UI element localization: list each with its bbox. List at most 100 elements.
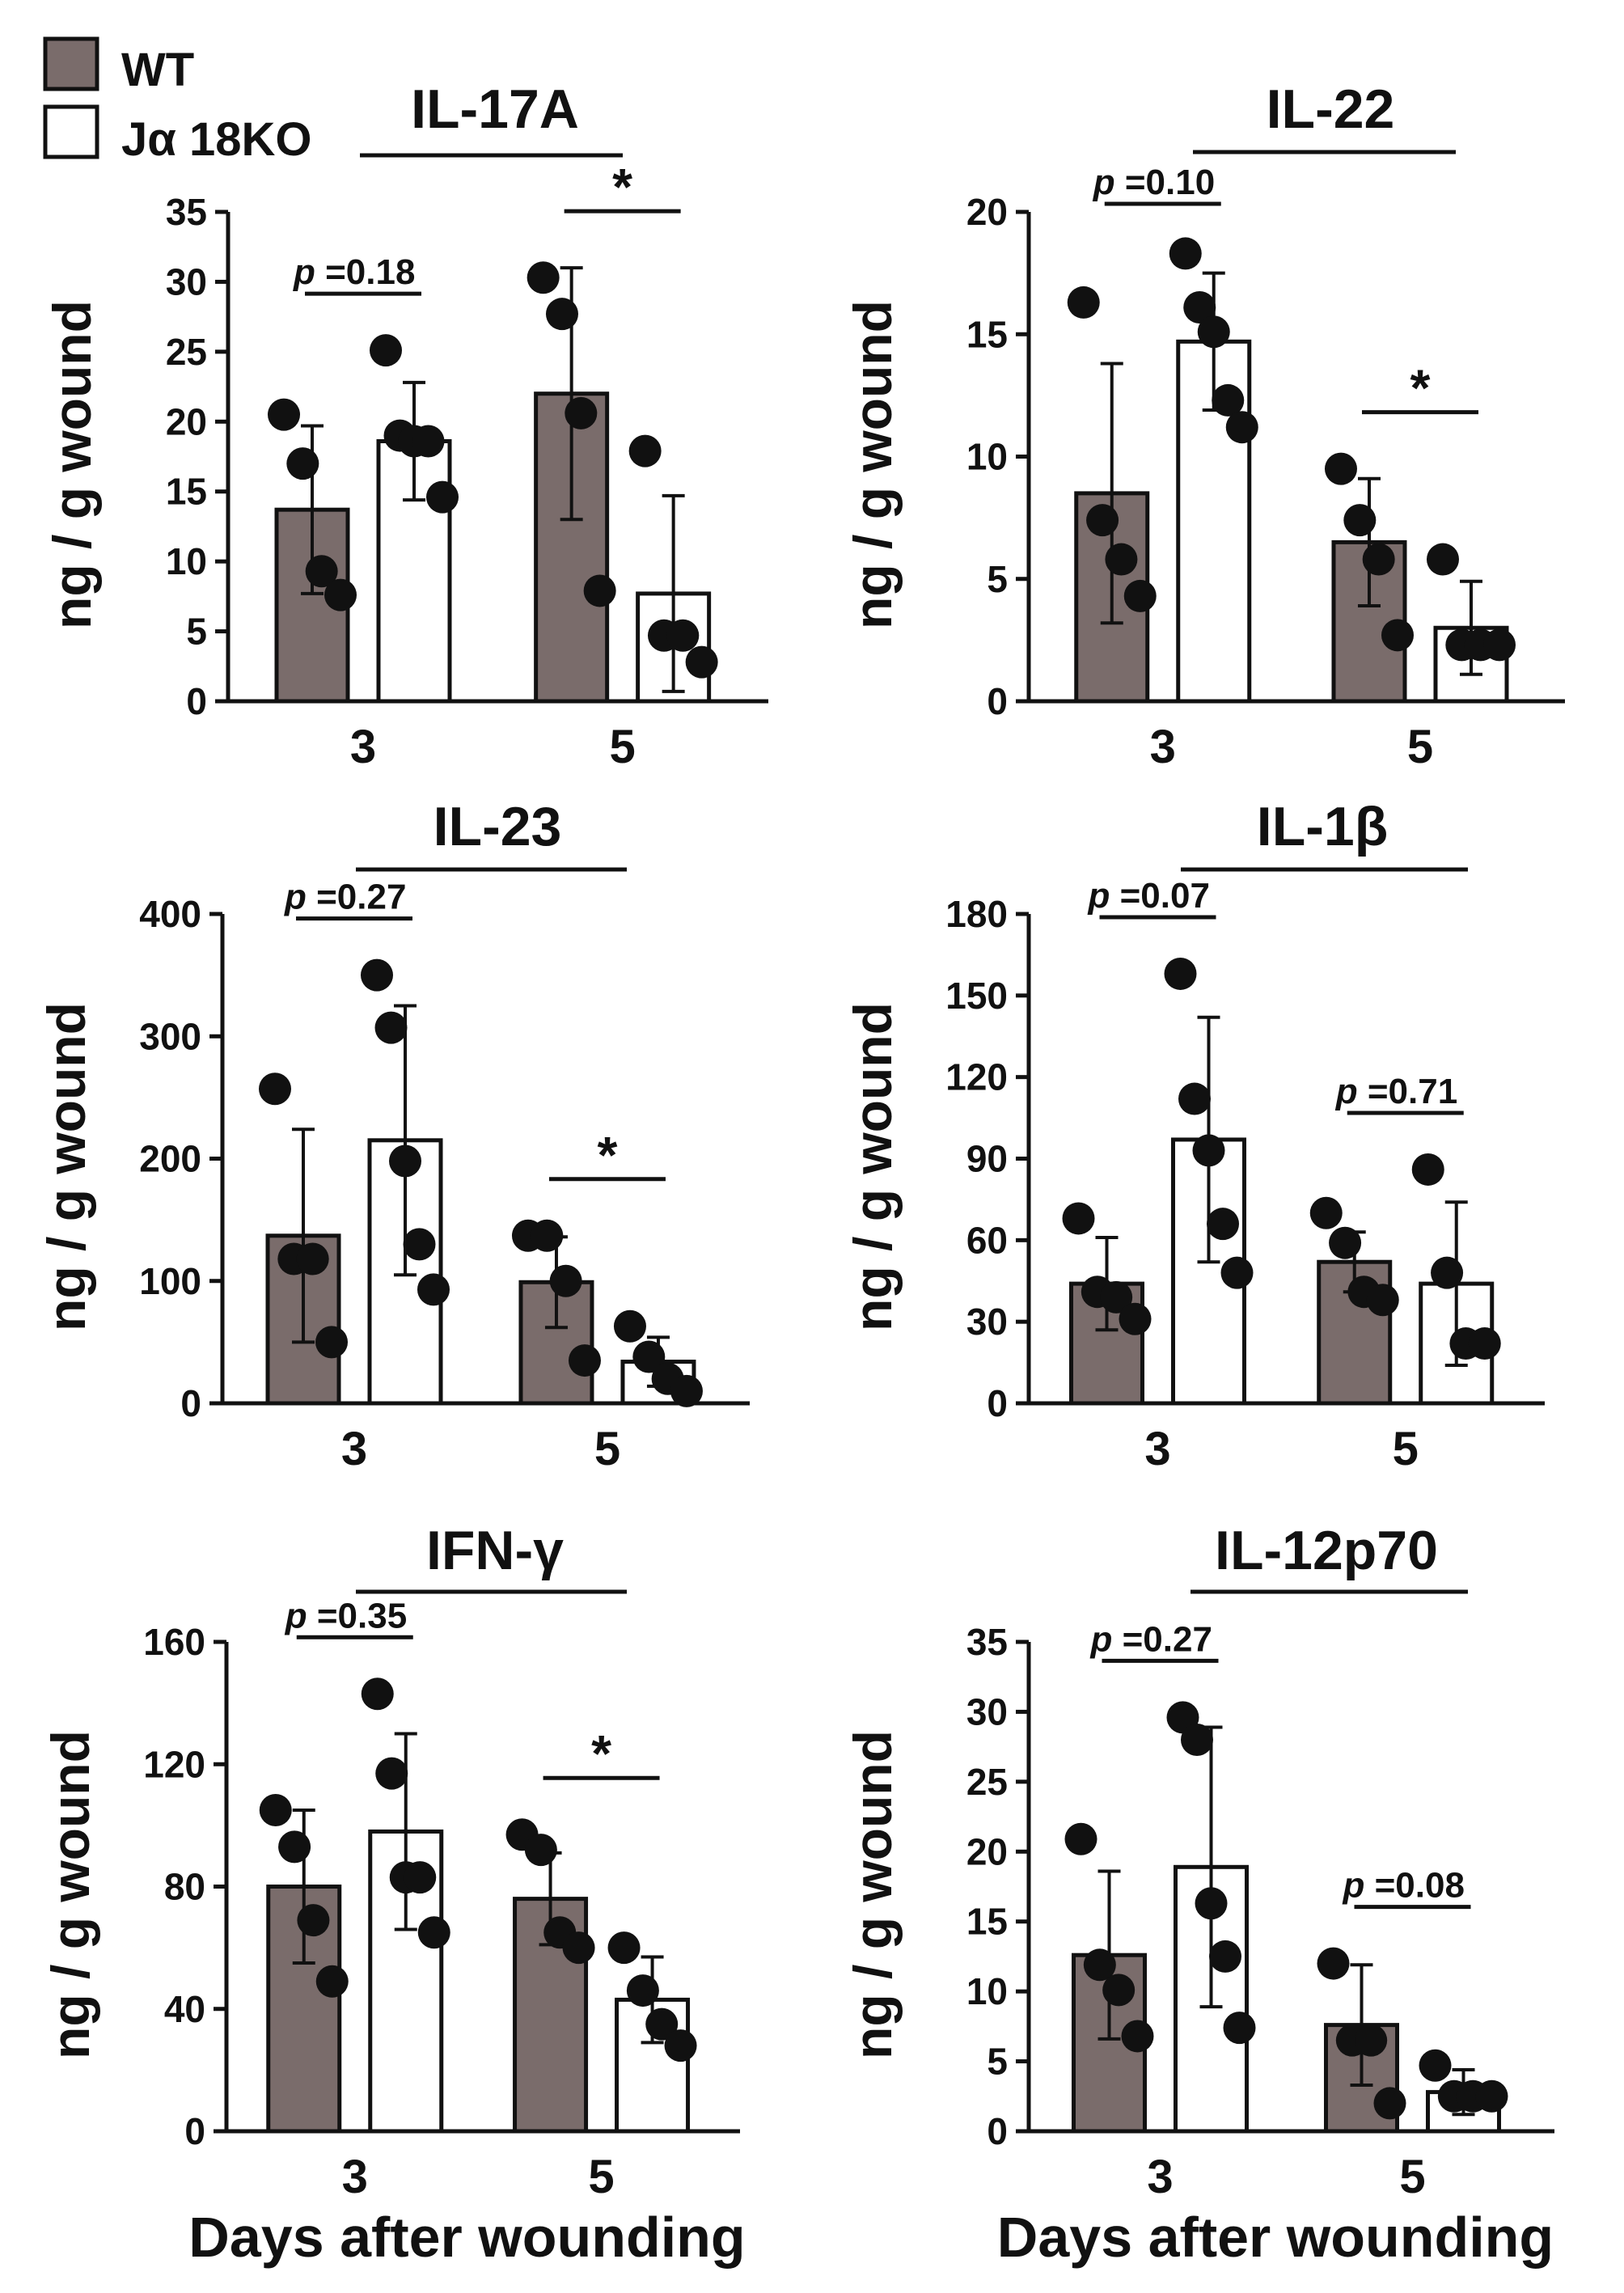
data-point <box>1223 2012 1256 2045</box>
p-value-label: p =0.27 <box>284 878 406 917</box>
data-point <box>613 1309 646 1343</box>
data-point <box>315 1326 348 1359</box>
data-point <box>417 1916 450 1949</box>
data-point <box>370 334 402 367</box>
chart-title: IL-1β <box>1257 796 1388 857</box>
data-point <box>1119 1302 1152 1335</box>
y-tick-label: 20 <box>166 400 207 442</box>
data-point <box>628 434 662 467</box>
data-point <box>305 555 338 588</box>
chart-panel-4: IL-1β 0 30 60 90 120 150 180 ng / g wound 3 p =0.0… <box>843 796 1545 1475</box>
data-point <box>1067 286 1100 319</box>
data-point <box>403 1228 436 1261</box>
data-point <box>1169 237 1202 270</box>
data-point <box>1225 411 1258 444</box>
p-value-label: p =0.10 <box>1093 163 1215 202</box>
chart-title: IL-23 <box>433 796 562 857</box>
y-tick-label: 60 <box>966 1219 1008 1261</box>
x-axis-label: Days after wounding <box>997 2206 1554 2269</box>
y-tick-label: 0 <box>987 1382 1008 1424</box>
data-point <box>1192 1134 1225 1167</box>
data-point <box>374 1011 408 1044</box>
y-tick-label: 30 <box>166 260 207 302</box>
data-point <box>666 619 700 652</box>
data-point <box>1207 1208 1239 1241</box>
data-point <box>562 1931 595 1965</box>
y-tick-label: 35 <box>166 191 207 233</box>
data-point <box>1064 1822 1097 1855</box>
data-point <box>259 1793 292 1826</box>
chart-panel-3: IL-23 0 100 200 300 400 ng / g wound 3 p =0.27 5 * <box>36 796 750 1475</box>
chart-title: IL-12p70 <box>1215 1520 1438 1581</box>
legend-label-wt: WT <box>121 44 194 96</box>
y-tick-label: 10 <box>166 540 207 582</box>
data-point <box>670 1374 703 1407</box>
data-point <box>1178 1082 1211 1115</box>
y-tick-label: 35 <box>966 1621 1008 1663</box>
data-point <box>565 396 598 429</box>
p-value-label: p =0.18 <box>293 252 415 292</box>
y-tick-label: 0 <box>186 680 207 722</box>
data-point <box>1381 619 1414 652</box>
chart-panel-2: IL-22 0 5 10 15 20 ng / g wound 3 p =0.10 5 * <box>843 78 1565 773</box>
data-point <box>1426 543 1459 576</box>
chart-title: IFN-γ <box>426 1520 564 1581</box>
p-symbol: p <box>293 252 325 292</box>
data-point <box>417 1273 450 1306</box>
data-point <box>524 1834 557 1867</box>
data-point <box>268 398 300 431</box>
data-point <box>324 578 357 611</box>
y-tick-label: 160 <box>143 1621 205 1663</box>
chart-panel-6: IL-12p70 0 5 10 15 20 25 30 35 ng / g wound 3 p =0.… <box>843 1520 1554 2269</box>
data-point <box>1468 1327 1501 1360</box>
data-point <box>1475 2079 1508 2113</box>
data-point <box>1181 1724 1213 1756</box>
data-point <box>1329 1226 1362 1259</box>
y-tick-label: 30 <box>966 1690 1008 1732</box>
p-value: =0.08 <box>1375 1866 1465 1906</box>
y-tick-label: 400 <box>139 893 201 935</box>
chart-panel-5: IFN-γ 0 40 80 120 160 ng / g wound 3 p =0.35 5 * Da… <box>40 1520 746 2269</box>
data-point <box>1197 315 1230 349</box>
p-symbol: p <box>284 878 316 917</box>
data-point <box>1100 1280 1133 1314</box>
data-point <box>1317 1947 1350 1980</box>
significance-star: * <box>1410 359 1431 417</box>
y-tick-label: 0 <box>184 2110 205 2152</box>
y-tick-label: 120 <box>945 1056 1008 1098</box>
x-axis-label: Days after wounding <box>188 2206 745 2269</box>
data-point <box>664 2029 697 2062</box>
data-point <box>531 1219 564 1252</box>
p-value: =0.27 <box>316 878 406 917</box>
x-tick-label: 5 <box>594 1423 620 1475</box>
data-point <box>1220 1256 1254 1289</box>
p-value-label: p =0.27 <box>1090 1619 1212 1659</box>
y-tick-label: 20 <box>966 191 1008 233</box>
y-tick-label: 15 <box>966 313 1008 355</box>
p-value: =0.71 <box>1368 1072 1457 1111</box>
data-point <box>1343 504 1377 537</box>
legend-swatch-ko <box>43 104 99 159</box>
data-point <box>583 574 616 607</box>
data-point <box>296 1242 329 1276</box>
x-tick-label: 5 <box>610 721 636 773</box>
y-axis-label: ng / g wound <box>843 300 903 629</box>
p-value: =0.27 <box>1123 1619 1212 1659</box>
p-value: =0.07 <box>1120 876 1210 916</box>
x-tick-label: 3 <box>342 2151 368 2203</box>
data-point <box>545 298 578 331</box>
x-tick-label: 5 <box>1407 721 1433 773</box>
data-point <box>375 1757 408 1790</box>
y-tick-label: 30 <box>966 1301 1008 1343</box>
p-value-label: p =0.07 <box>1088 876 1210 916</box>
y-tick-label: 40 <box>164 1988 205 2030</box>
chart-panel-1: IL-17A 0 5 10 15 20 25 30 35 ng / g wound 3 p =0.18… <box>42 78 768 773</box>
x-tick-label: 3 <box>341 1423 367 1475</box>
y-axis-label: ng / g wound <box>843 1002 903 1331</box>
y-tick-label: 180 <box>945 893 1008 935</box>
x-tick-label: 3 <box>1144 1423 1170 1475</box>
y-tick-label: 150 <box>945 975 1008 1017</box>
y-tick-label: 100 <box>139 1260 201 1302</box>
y-axis-label: ng / g wound <box>40 1730 100 2059</box>
